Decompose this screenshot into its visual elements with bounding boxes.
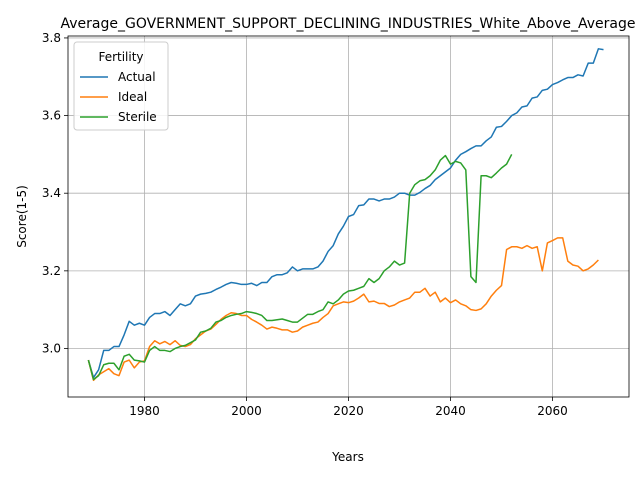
y-tick-label: 3.8 (42, 31, 61, 45)
y-tick-label: 3.0 (42, 341, 61, 355)
x-tick-label: 2040 (435, 404, 466, 418)
x-tick-label: 2060 (537, 404, 568, 418)
legend-label-ideal: Ideal (118, 90, 147, 104)
series-lines (87, 48, 604, 382)
legend: Fertility Actual Ideal Sterile (73, 41, 169, 131)
x-tick-label: 2020 (333, 404, 364, 418)
legend-label-actual: Actual (118, 70, 156, 84)
chart-title: Average_GOVERNMENT_SUPPORT_DECLINING_IND… (60, 16, 635, 32)
legend-entries: Actual Ideal Sterile (80, 70, 157, 124)
x-axis-ticks: 1980 2000 2020 2040 2060 (129, 397, 568, 418)
y-axis-label: Score(1-5) (15, 185, 29, 248)
legend-box (73, 41, 169, 131)
x-tick-label: 2000 (231, 404, 262, 418)
y-axis-ticks: 3.0 3.2 3.4 3.6 3.8 (42, 31, 68, 355)
legend-title: Fertility (98, 50, 143, 64)
x-axis-label: Years (331, 450, 364, 464)
y-tick-label: 3.6 (42, 109, 61, 123)
y-tick-label: 3.2 (42, 264, 61, 278)
series-line-actual (87, 48, 604, 379)
x-tick-label: 1980 (129, 404, 160, 418)
series-line-sterile (87, 154, 513, 381)
series-line-ideal (87, 237, 599, 382)
legend-label-sterile: Sterile (118, 110, 157, 124)
y-tick-label: 3.4 (42, 186, 61, 200)
